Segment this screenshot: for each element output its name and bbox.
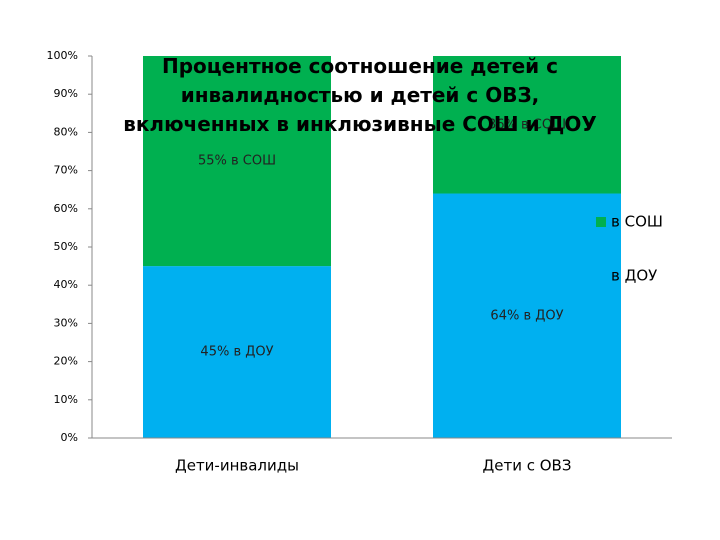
y-tick-label: 80% [54, 125, 78, 138]
y-tick-label: 50% [54, 240, 78, 253]
bar-segment [433, 193, 621, 438]
y-tick-label: 70% [54, 164, 78, 177]
legend-label: в ДОУ [611, 267, 657, 285]
legend-marker [596, 217, 606, 227]
value-label: 55% в СОШ [198, 154, 276, 169]
legend-marker [596, 271, 606, 281]
y-tick-label: 20% [54, 355, 78, 368]
legend-label: в СОШ [611, 213, 663, 231]
y-tick-label: 30% [54, 316, 78, 329]
y-tick-label: 90% [54, 87, 78, 100]
chart-title: Процентное соотношение детей с инвалидно… [123, 54, 597, 136]
y-tick-label: 60% [54, 202, 78, 215]
bar-segment [143, 266, 331, 438]
value-label: 64% в ДОУ [490, 308, 563, 323]
y-tick-label: 40% [54, 278, 78, 291]
y-tick-label: 100% [47, 49, 78, 62]
y-tick-label: 10% [54, 393, 78, 406]
y-tick-label: 0% [61, 431, 78, 444]
x-tick-label: Дети с ОВЗ [483, 457, 572, 475]
bar-segment [143, 56, 331, 267]
value-label: 36% в СОШ [488, 117, 566, 132]
bar-segment [433, 56, 621, 194]
x-tick-label: Дети-инвалиды [175, 457, 299, 475]
value-label: 45% в ДОУ [200, 345, 273, 360]
